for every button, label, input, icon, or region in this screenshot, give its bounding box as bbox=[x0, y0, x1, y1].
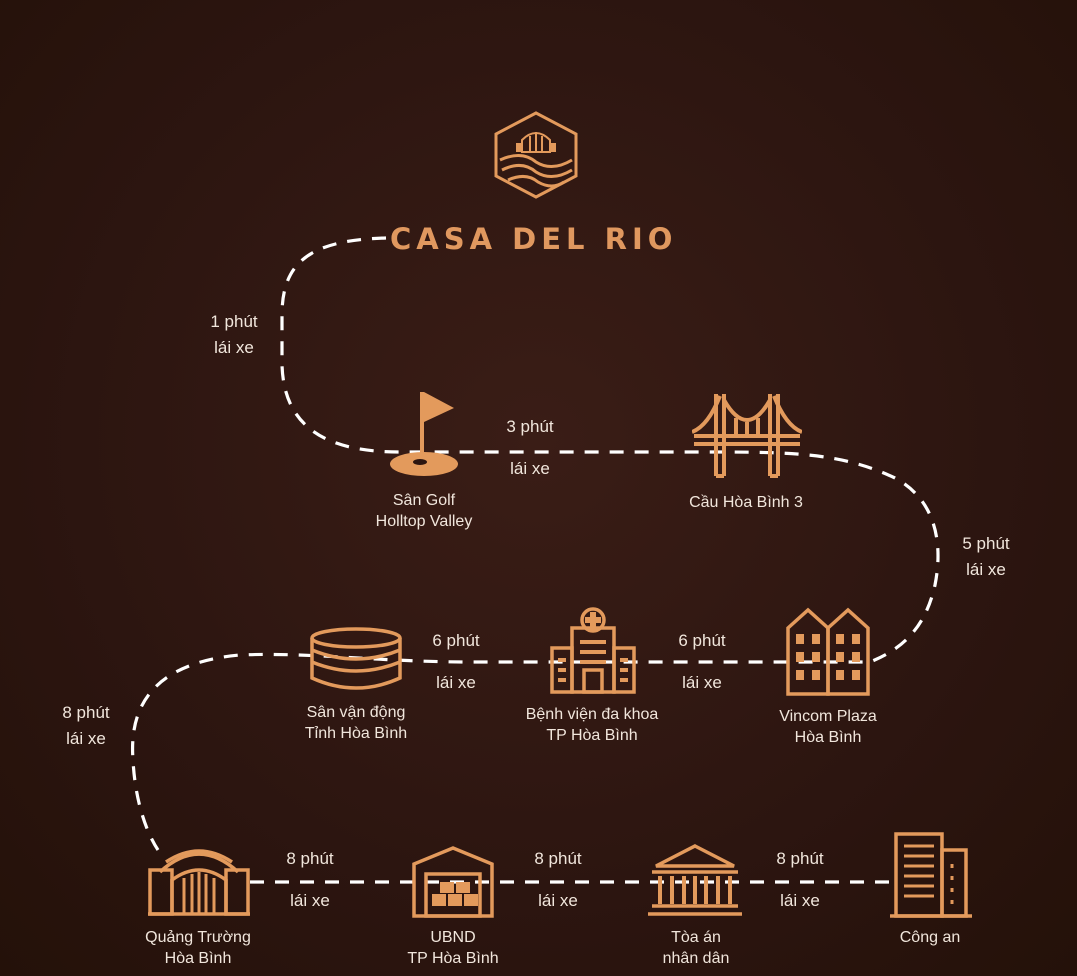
place-label-bridge: Cầu Hòa Bình 3 bbox=[689, 494, 803, 511]
place-label-golf: Sân Golf Holltop Valley bbox=[375, 492, 473, 530]
travel-time-label: 1 phút lái xe bbox=[210, 312, 258, 357]
travel-time-label: 8 phút lái xe bbox=[534, 849, 582, 910]
travel-time-label: 6 phút lái xe bbox=[678, 631, 726, 692]
place-label-stadium: Sân vận động Tỉnh Hòa Bình bbox=[304, 704, 408, 742]
courthouse-icon bbox=[648, 844, 742, 916]
place-label-square: Quảng Trường Hòa Bình bbox=[145, 929, 251, 967]
travel-time-label: 8 phút lái xe bbox=[62, 703, 110, 748]
arch-gate-icon bbox=[148, 849, 250, 916]
travel-time-label: 8 phút lái xe bbox=[776, 849, 824, 910]
golf-flag-icon bbox=[390, 392, 458, 476]
stadium-icon bbox=[310, 627, 402, 690]
place-label-police: Công an bbox=[899, 929, 961, 946]
travel-time-label: 8 phút lái xe bbox=[286, 849, 334, 910]
office-tower-icon bbox=[890, 832, 972, 918]
casa-del-rio-logo-icon bbox=[494, 111, 578, 199]
place-label-vincom: Vincom Plaza Hòa Bình bbox=[779, 708, 877, 746]
warehouse-icon bbox=[412, 846, 494, 918]
bridge-icon bbox=[692, 394, 802, 478]
travel-time-label: 3 phút lái xe bbox=[506, 417, 554, 478]
travel-time-label: 5 phút lái xe bbox=[962, 534, 1010, 579]
brand-name: CASA DEL RIO bbox=[390, 222, 678, 256]
place-label-ubnd: UBND TP Hòa Bình bbox=[407, 929, 499, 967]
dashed-route bbox=[130, 236, 940, 884]
place-label-hospital: Bệnh viện đa khoa TP Hòa Bình bbox=[525, 706, 659, 744]
place-label-court: Tòa án nhân dân bbox=[662, 929, 730, 967]
travel-time-label: 6 phút lái xe bbox=[432, 631, 480, 692]
hospital-icon bbox=[550, 607, 636, 694]
buildings-icon bbox=[786, 607, 870, 696]
